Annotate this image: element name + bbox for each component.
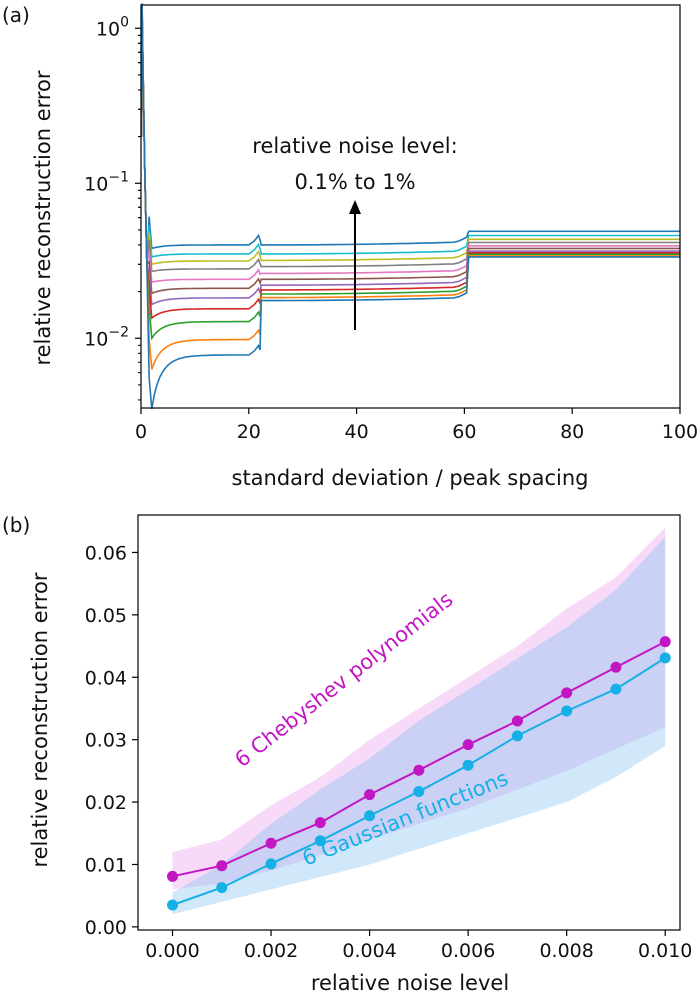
panel-b-x-ticks: 0.000 0.002 0.004 0.006 0.008 0.010 — [145, 930, 692, 962]
noise-arrow-head — [349, 200, 361, 214]
noise-annotation-line2: 0.1% to 1% — [294, 170, 415, 194]
panel-b-x-axis-label: relative noise level — [311, 971, 509, 995]
a-y-tick-label: 10−1 — [84, 169, 129, 195]
b-x-tick-label: 0.004 — [342, 940, 396, 962]
b-point-0 — [561, 687, 573, 699]
b-point-0 — [364, 789, 376, 801]
panel-b: (b) 0.000 0.002 0.004 0.006 0.008 0.010 0.000… — [2, 513, 692, 995]
b-band-0 — [172, 527, 666, 890]
panel-b-label: (b) — [2, 513, 30, 537]
b-x-tick-label: 0.010 — [638, 940, 692, 962]
panel-b-y-axis-label: relative reconstruction error — [28, 572, 52, 867]
b-band-1 — [172, 536, 666, 915]
b-point-0 — [216, 860, 228, 872]
a-series-line — [140, 18, 680, 265]
b-point-0 — [265, 837, 277, 849]
b-point-1 — [610, 683, 622, 695]
a-y-tick-label: 100 — [96, 14, 129, 40]
b-point-1 — [462, 759, 474, 771]
b-x-tick-label: 0.006 — [441, 940, 495, 962]
b-point-0 — [413, 764, 425, 776]
b-point-1 — [659, 652, 671, 664]
b-point-1 — [166, 899, 178, 911]
a-x-tick-label: 0 — [135, 421, 147, 443]
b-point-1 — [561, 705, 573, 717]
panel-b-lines — [166, 636, 671, 911]
b-point-0 — [659, 636, 671, 648]
a-x-tick-label: 100 — [662, 421, 697, 443]
b-point-1 — [314, 835, 326, 847]
a-x-tick-label: 20 — [237, 421, 261, 443]
b-point-0 — [166, 870, 178, 882]
panel-b-bands — [172, 527, 666, 915]
b-y-tick-label: 0.04 — [85, 667, 127, 689]
a-x-tick-label: 80 — [560, 421, 584, 443]
a-series-line — [140, 17, 680, 265]
panel-b-axes-frame — [137, 514, 681, 931]
a-series-line — [140, 7, 680, 320]
a-series-line — [140, 9, 680, 306]
a-series-line — [140, 4, 680, 370]
b-x-tick-label: 0.000 — [145, 940, 199, 962]
panel-a-x-axis-label: standard deviation / peak spacing — [232, 466, 589, 490]
b-x-tick-label: 0.008 — [539, 940, 593, 962]
b-point-1 — [216, 882, 228, 894]
panel-a-x-ticks: 0 20 40 60 80 100 — [135, 408, 697, 443]
b-point-0 — [314, 817, 326, 829]
a-series-line — [140, 15, 680, 266]
a-series-line — [140, 12, 680, 284]
a-series-line — [140, 13, 680, 273]
b-point-1 — [364, 810, 376, 822]
b-y-tick-label: 0.06 — [85, 542, 127, 564]
b-point-1 — [265, 858, 277, 870]
a-series-line — [140, 10, 680, 295]
b-point-1 — [511, 730, 523, 742]
b-x-tick-label: 0.002 — [244, 940, 298, 962]
panel-a-y-ticks: 100 10−1 10−2 — [84, 14, 141, 401]
b-point-0 — [462, 739, 474, 751]
panel-b-y-ticks: 0.00 0.01 0.02 0.03 0.04 0.05 0.06 — [85, 542, 138, 939]
b-point-0 — [610, 661, 622, 673]
b-point-0 — [511, 715, 523, 727]
a-series-line — [140, 6, 680, 341]
panel-a-axes-frame — [140, 4, 681, 409]
panel-a: (a) 0 20 40 60 80 100 100 10−1 10−2 standard de… — [2, 3, 697, 490]
panel-a-label: (a) — [2, 3, 30, 27]
panel-a-series-group — [140, 3, 680, 410]
b-y-tick-label: 0.01 — [85, 854, 127, 876]
noise-annotation-line1: relative noise level: — [252, 134, 457, 158]
b-y-tick-label: 0.05 — [85, 605, 127, 627]
b-y-tick-label: 0.02 — [85, 792, 127, 814]
a-x-tick-label: 40 — [345, 421, 369, 443]
a-series-line — [140, 3, 680, 410]
b-y-tick-label: 0.00 — [85, 917, 127, 939]
b-point-1 — [413, 785, 425, 797]
a-x-tick-label: 60 — [452, 421, 476, 443]
panel-a-y-axis-label: relative reconstruction error — [31, 70, 55, 365]
b-y-tick-label: 0.03 — [85, 730, 127, 752]
a-y-tick-label: 10−2 — [84, 324, 129, 350]
